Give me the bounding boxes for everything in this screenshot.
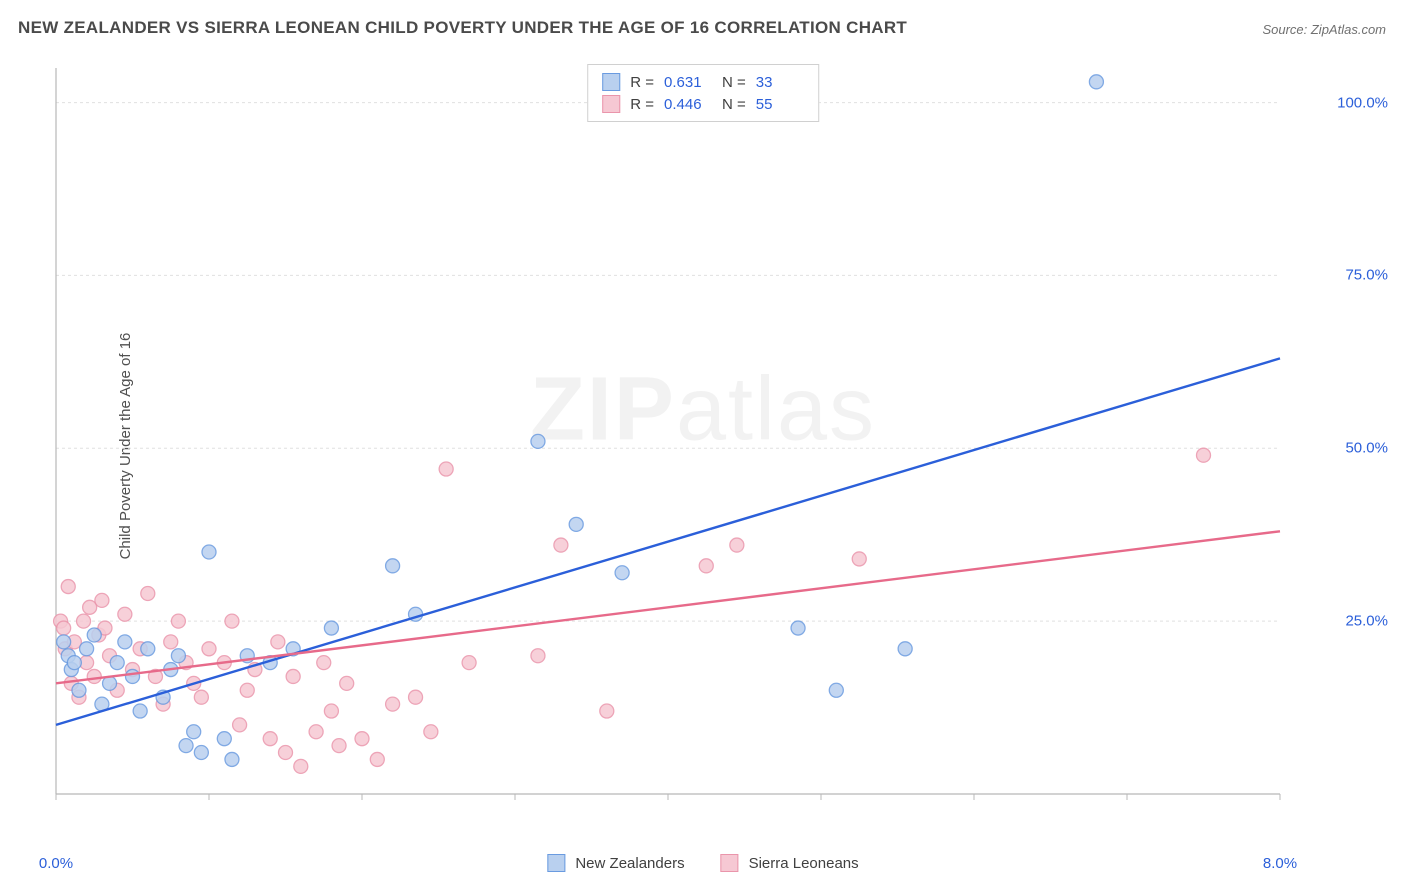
chart-title: NEW ZEALANDER VS SIERRA LEONEAN CHILD PO…	[18, 18, 907, 38]
n-value-nz: 33	[756, 74, 804, 91]
y-tick-label: 50.0%	[1345, 440, 1388, 457]
y-tick-label: 75.0%	[1345, 267, 1388, 284]
x-tick-label: 8.0%	[1263, 855, 1297, 872]
r-value-nz: 0.631	[664, 74, 712, 91]
r-label: R =	[630, 74, 654, 91]
n-label: N =	[722, 74, 746, 91]
legend-swatch-sl	[721, 854, 739, 872]
correlation-row-nz: R = 0.631 N = 33	[602, 71, 804, 93]
legend-label-nz: New Zealanders	[575, 855, 684, 872]
legend-swatch-nz	[547, 854, 565, 872]
x-tick-label: 0.0%	[39, 855, 73, 872]
legend-label-sl: Sierra Leoneans	[749, 855, 859, 872]
legend-item-nz: New Zealanders	[547, 854, 684, 872]
r-value-sl: 0.446	[664, 96, 712, 113]
chart-container: NEW ZEALANDER VS SIERRA LEONEAN CHILD PO…	[0, 0, 1406, 892]
legend-item-sl: Sierra Leoneans	[721, 854, 859, 872]
series-legend: New Zealanders Sierra Leoneans	[547, 854, 858, 872]
swatch-nz	[602, 73, 620, 91]
y-tick-label: 25.0%	[1345, 613, 1388, 630]
source-attribution: Source: ZipAtlas.com	[1262, 22, 1386, 37]
scatter-plot	[50, 62, 1336, 822]
n-label: N =	[722, 96, 746, 113]
y-tick-label: 100.0%	[1337, 94, 1388, 111]
correlation-legend: R = 0.631 N = 33 R = 0.446 N = 55	[587, 64, 819, 122]
correlation-row-sl: R = 0.446 N = 55	[602, 93, 804, 115]
swatch-sl	[602, 95, 620, 113]
n-value-sl: 55	[756, 96, 804, 113]
r-label: R =	[630, 96, 654, 113]
